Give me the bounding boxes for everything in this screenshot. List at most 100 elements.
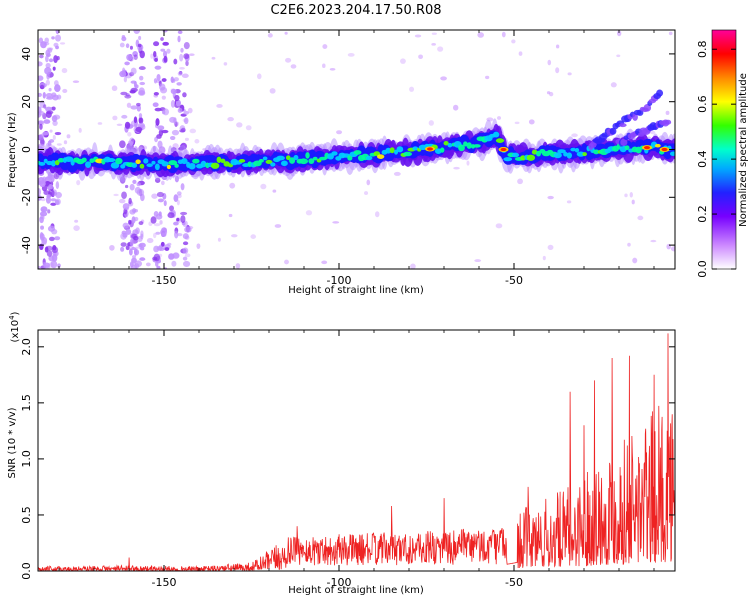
noise-blob bbox=[184, 253, 191, 258]
column-blob bbox=[174, 94, 180, 102]
snr-axes: -150 -100 -50 0.0 0.5 1.0 1.5 2.0 bbox=[20, 330, 675, 589]
column-blob bbox=[40, 225, 44, 230]
column-blob bbox=[155, 261, 159, 267]
column-blob bbox=[173, 58, 178, 65]
column-blob bbox=[39, 123, 43, 130]
column-blob bbox=[133, 30, 141, 34]
column-blob bbox=[39, 243, 44, 251]
column-blob bbox=[129, 45, 133, 50]
snr-ytick-label: 1.0 bbox=[20, 450, 33, 468]
spectrogram-xlabel: Height of straight line (km) bbox=[288, 285, 424, 296]
noise-blob bbox=[59, 42, 66, 45]
ridge-core bbox=[447, 143, 453, 148]
column-blob bbox=[120, 242, 127, 247]
noise-blob bbox=[112, 115, 118, 121]
column-blob bbox=[169, 135, 176, 141]
hot-spot-core bbox=[500, 147, 507, 152]
ridge-core bbox=[463, 141, 468, 147]
noise-blob bbox=[364, 191, 369, 195]
column-blob bbox=[177, 30, 183, 35]
noise-blob bbox=[670, 246, 675, 252]
column-blob bbox=[177, 71, 183, 76]
ridge-core bbox=[412, 146, 419, 151]
column-blob bbox=[121, 114, 128, 119]
ridge-core bbox=[139, 163, 145, 169]
column-blob bbox=[44, 176, 52, 183]
column-blob bbox=[164, 247, 170, 252]
snr-ylabel: SNR (10 * v/v) bbox=[7, 407, 18, 478]
column-blob bbox=[136, 102, 141, 107]
noise-blob bbox=[116, 123, 123, 126]
column-blob bbox=[154, 107, 162, 112]
noise-blob bbox=[146, 238, 154, 244]
column-blob bbox=[130, 80, 137, 84]
column-blob bbox=[45, 106, 53, 112]
column-blob bbox=[46, 52, 51, 57]
column-blob bbox=[129, 183, 135, 191]
noise-blob bbox=[400, 58, 406, 64]
noise-blob bbox=[179, 66, 185, 70]
noise-blob bbox=[284, 31, 288, 35]
column-blob bbox=[169, 116, 177, 123]
ridge-core bbox=[492, 131, 500, 138]
column-blob bbox=[40, 133, 45, 138]
column-blob bbox=[167, 212, 175, 219]
ridge-core bbox=[576, 151, 585, 157]
column-blob bbox=[38, 188, 42, 196]
ridge-core bbox=[353, 150, 362, 155]
noise-blob bbox=[329, 68, 336, 71]
column-blob bbox=[55, 34, 62, 42]
ridge-core bbox=[200, 160, 207, 168]
column-blob bbox=[135, 227, 140, 235]
ridge-core bbox=[365, 155, 373, 161]
ridge-core bbox=[305, 152, 310, 159]
column-blob bbox=[48, 87, 52, 92]
column-blob bbox=[161, 78, 167, 83]
column-blob bbox=[177, 233, 183, 237]
noise-blob bbox=[228, 213, 233, 218]
ridge-core bbox=[168, 160, 178, 166]
column-blob bbox=[126, 54, 133, 61]
column-blob bbox=[51, 106, 56, 111]
noise-blob bbox=[616, 30, 622, 37]
column-blob bbox=[123, 76, 128, 83]
ridge-core bbox=[262, 156, 268, 161]
column-blob bbox=[182, 256, 188, 261]
column-blob bbox=[153, 245, 160, 253]
column-blob bbox=[124, 121, 131, 129]
hot-spot-core bbox=[661, 147, 668, 152]
column-blob bbox=[122, 222, 129, 229]
noise-blob bbox=[631, 199, 635, 205]
noise-blob bbox=[517, 178, 523, 185]
column-blob bbox=[39, 211, 48, 217]
snr-line bbox=[38, 333, 675, 571]
column-blob bbox=[137, 122, 145, 128]
column-blob bbox=[133, 123, 138, 128]
noise-blob bbox=[176, 199, 180, 206]
column-blob bbox=[182, 247, 189, 254]
snr-frame bbox=[37, 329, 676, 572]
noise-blob bbox=[227, 116, 234, 122]
noise-blob bbox=[414, 34, 422, 38]
noise-blob bbox=[160, 180, 165, 186]
column-blob bbox=[55, 191, 62, 199]
column-blob bbox=[57, 263, 61, 268]
column-blob bbox=[173, 221, 179, 226]
figure-title: C2E6.2023.204.17.50.R08 bbox=[270, 3, 441, 18]
column-blob bbox=[162, 50, 168, 58]
spectrogram-xtick-label: -150 bbox=[152, 274, 177, 287]
column-blob bbox=[182, 233, 189, 240]
noise-blob bbox=[127, 131, 132, 137]
column-blob bbox=[156, 134, 162, 139]
ridge-core bbox=[582, 152, 587, 157]
snr-xtick-label: -100 bbox=[327, 576, 352, 589]
column-blob bbox=[138, 113, 143, 119]
column-blob bbox=[180, 211, 188, 216]
snr-ytick-label: 0.5 bbox=[20, 506, 33, 524]
column-blob bbox=[133, 116, 138, 124]
column-blob bbox=[157, 125, 165, 131]
column-blob bbox=[131, 257, 137, 263]
noise-blob bbox=[548, 91, 554, 97]
column-blob bbox=[150, 216, 157, 224]
noise-blob bbox=[321, 260, 328, 265]
